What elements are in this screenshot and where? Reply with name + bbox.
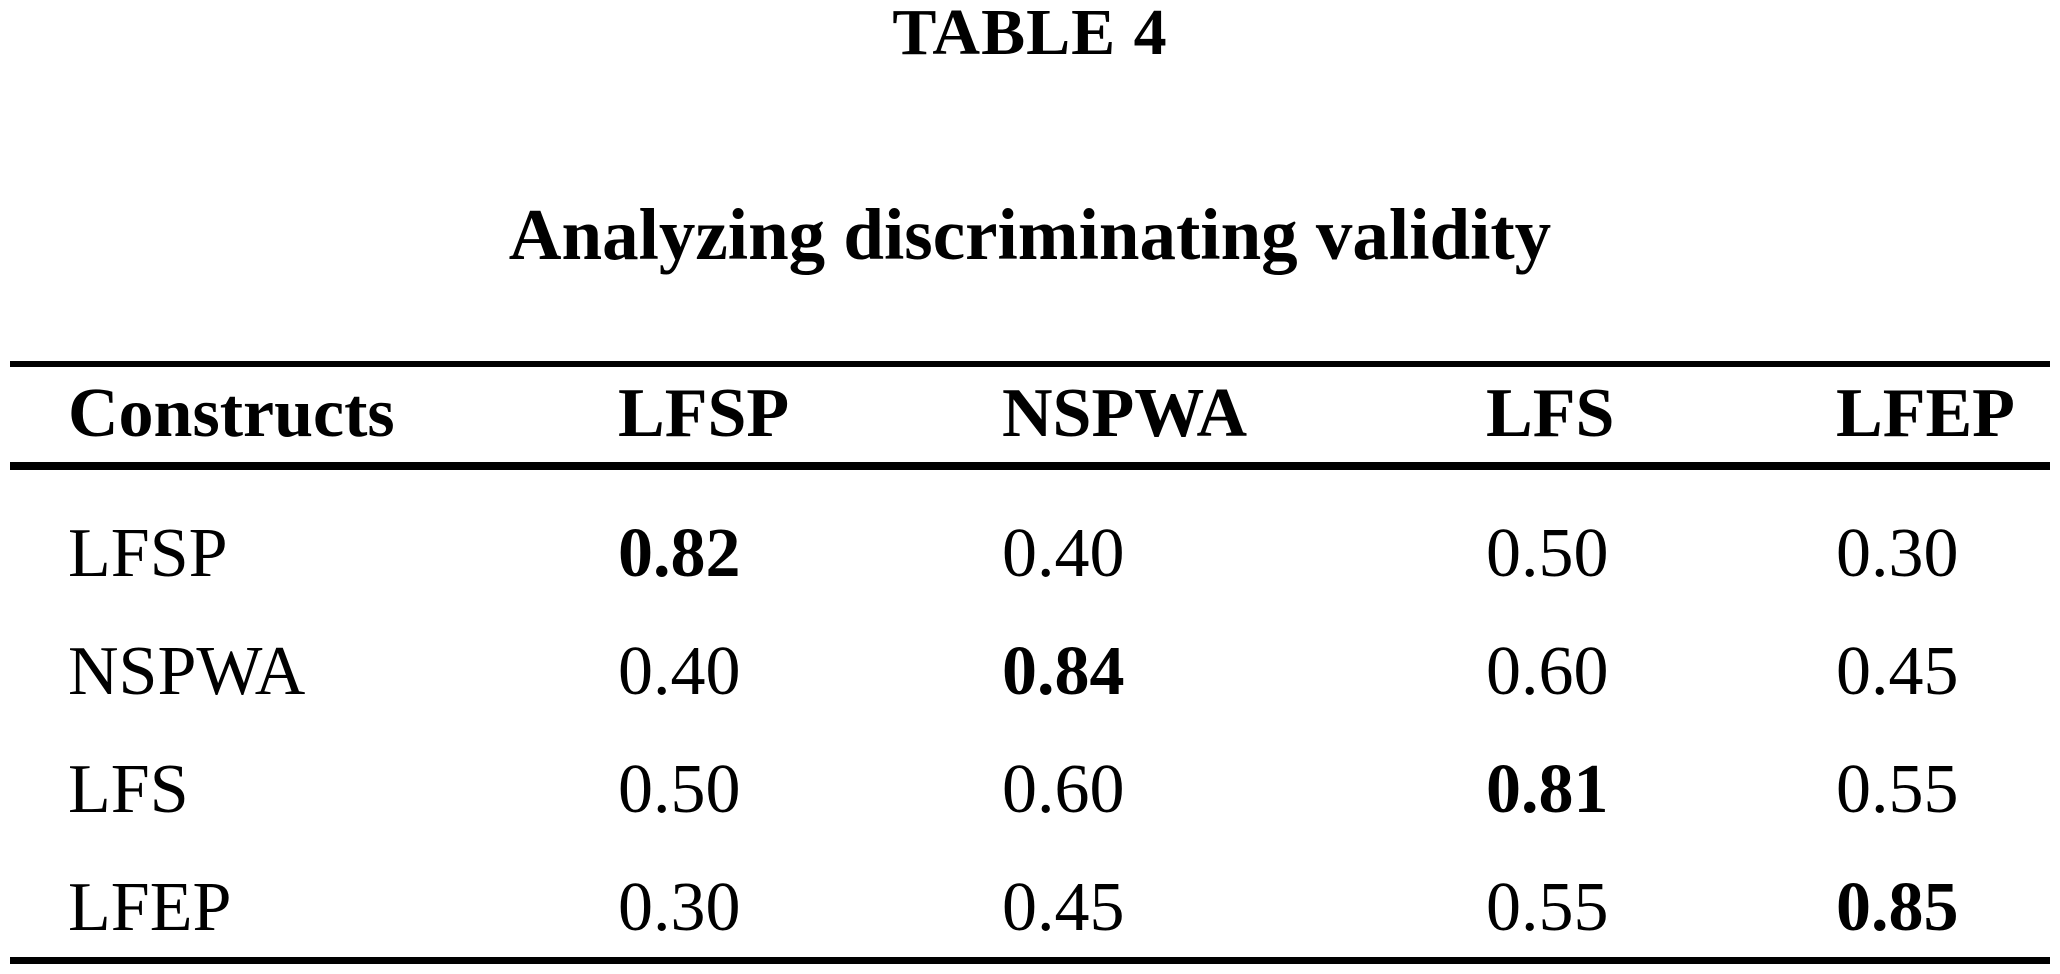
table-caption: Analyzing discriminating validity xyxy=(508,194,1552,275)
row-label: LFSP xyxy=(68,515,228,592)
row-label: NSPWA xyxy=(68,633,306,710)
column-header-nspwa: NSPWA xyxy=(1002,375,1248,452)
table-row: NSPWA 0.40 0.84 0.60 0.45 xyxy=(10,588,2050,710)
table-row: LFEP 0.30 0.45 0.55 0.85 xyxy=(10,824,2050,946)
table-cell: 0.84 xyxy=(1002,633,1125,710)
table-cell: 0.45 xyxy=(1002,869,1125,946)
row-label: LFS xyxy=(68,751,189,828)
table-cell: 0.85 xyxy=(1836,869,1959,946)
table-row: LFSP 0.82 0.40 0.50 0.30 xyxy=(10,470,2050,592)
table-cell: 0.45 xyxy=(1836,633,1959,710)
column-header-lfs: LFS xyxy=(1486,375,1615,452)
table-cell: 0.55 xyxy=(1836,751,1959,828)
table-header-row: Constructs LFSP NSPWA LFS LFEP xyxy=(10,367,2050,470)
column-header-constructs: Constructs xyxy=(68,375,395,452)
table-cell: 0.40 xyxy=(618,633,741,710)
validity-table: Constructs LFSP NSPWA LFS LFEP LFSP 0.82… xyxy=(10,361,2050,964)
column-header-lfsp: LFSP xyxy=(618,375,790,452)
table-cell: 0.50 xyxy=(1486,515,1609,592)
table-row: LFS 0.50 0.60 0.81 0.55 xyxy=(10,706,2050,828)
table-cell: 0.60 xyxy=(1002,751,1125,828)
table-cell: 0.82 xyxy=(618,515,741,592)
row-label: LFEP xyxy=(68,869,232,946)
table-label: TABLE 4 xyxy=(892,0,1168,69)
table-cell: 0.30 xyxy=(1836,515,1959,592)
table-cell: 0.60 xyxy=(1486,633,1609,710)
table-cell: 0.40 xyxy=(1002,515,1125,592)
table-cell: 0.30 xyxy=(618,869,741,946)
column-header-lfep: LFEP xyxy=(1836,375,2015,452)
table-cell: 0.55 xyxy=(1486,869,1609,946)
table-cell: 0.81 xyxy=(1486,751,1609,828)
table-cell: 0.50 xyxy=(618,751,741,828)
